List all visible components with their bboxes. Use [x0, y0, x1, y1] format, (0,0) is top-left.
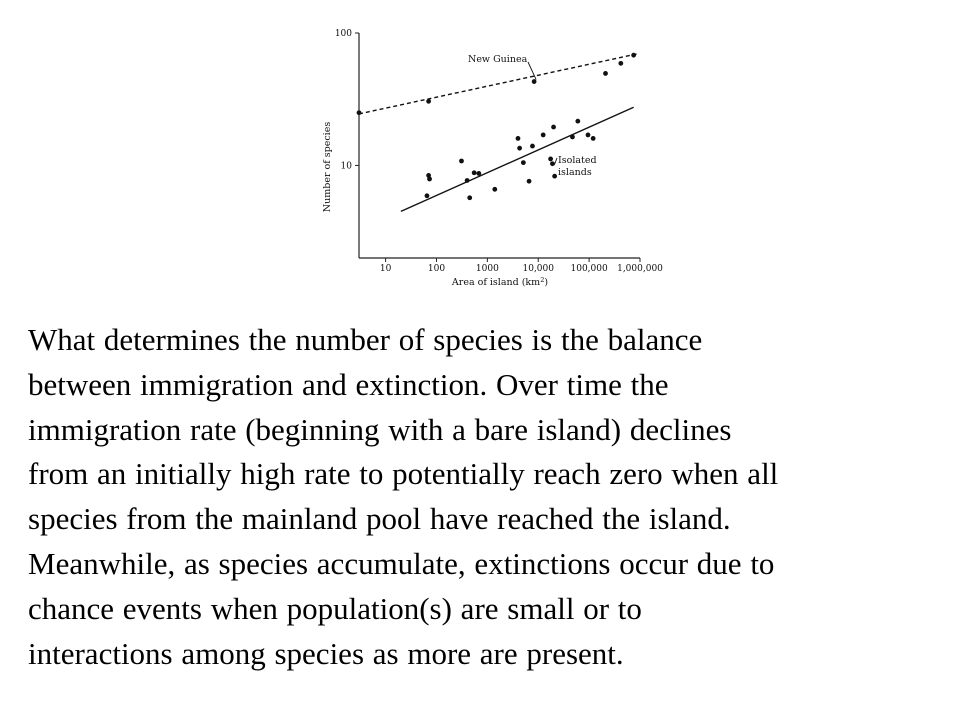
body-line: species from the mainland pool have reac… [28, 501, 731, 537]
x-tick-label: 1000 [476, 264, 499, 274]
isolated-islands-point [585, 132, 591, 138]
x-tick-label: 100 [428, 264, 445, 274]
x-tick-label: 100,000 [571, 264, 608, 274]
new-guinea-point [603, 71, 608, 76]
new-guinea-fit-line [358, 52, 640, 115]
isolated-islands-point [590, 136, 596, 141]
isolated-islands-point [552, 173, 558, 179]
body-line: What determines the number of species is… [28, 322, 703, 357]
new-guinea-point [356, 110, 362, 116]
isolated-islands-point [551, 124, 556, 130]
new-guinea-point [426, 98, 432, 104]
isolated-islands-point [570, 134, 575, 140]
isolated-islands-point [476, 171, 482, 176]
isolated-islands-fit-line [400, 106, 634, 212]
isolated-islands-label: Isolated islands [558, 155, 597, 178]
x-axis-label: Area of island (km2) [451, 276, 548, 288]
isolated-islands-point [492, 186, 498, 192]
isolated-islands-point [517, 145, 522, 151]
isolated-islands-point [575, 118, 581, 124]
body-line: interactions among species as more are p… [28, 635, 624, 671]
isolated-islands-point [515, 136, 521, 141]
new-guinea-point [631, 52, 637, 58]
y-axis-label: Number of species [322, 122, 333, 213]
isolated-islands-point [526, 178, 532, 184]
isolated-islands-point [471, 170, 477, 176]
species-area-chart: 10 100 1000 10,000 100,000 1,000,000 10 100 Are… [322, 29, 663, 288]
isolated-islands-point [530, 143, 535, 149]
isolated-islands-point [459, 158, 464, 164]
x-tick-label: 10,000 [522, 264, 554, 274]
isolated-islands-point [424, 193, 430, 199]
new-guinea-leader-line [527, 61, 537, 80]
isolated-islands-point [464, 178, 470, 183]
body-line: between immigration and extinction. Over… [28, 366, 669, 402]
body-line: Meanwhile, as species accumulate, extinc… [28, 545, 775, 581]
plot-area: 10 100 1000 10,000 100,000 1,000,000 10 100 [335, 29, 663, 274]
new-guinea-label: New Guinea [468, 54, 528, 65]
isolated-islands-leader-line [554, 157, 558, 165]
body-line: chance events when population(s) are sma… [28, 590, 642, 626]
new-guinea-point [531, 79, 537, 84]
body-line: from an initially high rate to potential… [28, 456, 779, 492]
y-tick-label: 100 [335, 29, 352, 39]
x-tick-label: 1,000,000 [617, 264, 663, 274]
isolated-islands-point [520, 160, 526, 166]
isolated-islands-point [548, 156, 554, 162]
isolated-islands-point [427, 176, 432, 182]
isolated-islands-point [467, 195, 473, 201]
x-tick-label: 10 [380, 264, 392, 274]
y-tick-label: 10 [341, 161, 353, 171]
new-guinea-point [618, 60, 624, 66]
isolated-islands-point [550, 161, 555, 167]
body-line: immigration rate (beginning with a bare … [28, 411, 732, 447]
isolated-islands-point [540, 132, 546, 138]
body-paragraph: What determines the number of species is… [28, 318, 948, 676]
